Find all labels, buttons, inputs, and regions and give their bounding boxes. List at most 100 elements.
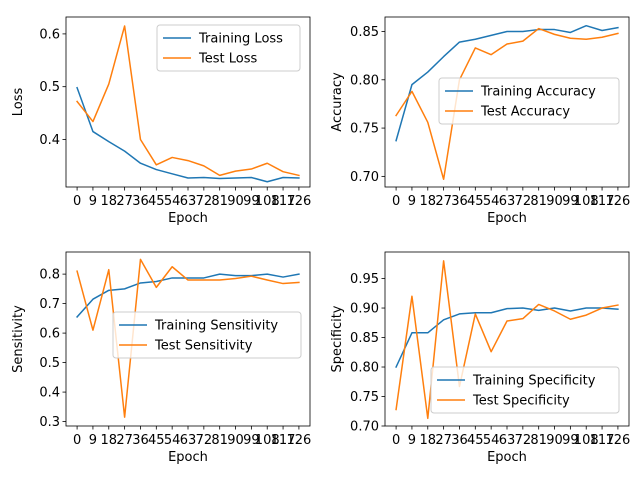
y-tick-label: 0.4 [39,386,60,401]
x-tick-label: 99 [243,433,260,448]
x-tick-label: 126 [286,433,311,448]
y-tick-label: 0.6 [39,27,60,42]
x-tick-label: 27 [435,194,452,209]
series-line-training [395,24,619,142]
y-tick-label: 0.90 [350,302,379,317]
x-tick-label: 9 [89,433,97,448]
y-axis-label: Sensitivity [11,305,26,373]
x-tick-label: 63 [499,433,516,448]
x-tick-label: 108 [255,194,280,209]
x-tick-label: 117 [271,433,296,448]
x-tick-label: 27 [116,433,133,448]
x-tick-label: 0 [392,433,400,448]
x-tick-label: 36 [451,194,468,209]
series-line-training [395,307,619,369]
y-tick-label: 0.80 [350,361,379,376]
x-axis-label: Epoch [168,211,208,226]
x-axis-label: Epoch [168,450,208,465]
series-line-test [395,27,619,181]
legend-label: Test Sensitivity [154,339,253,354]
y-tick-label: 0.8 [39,268,60,283]
x-tick-label: 117 [590,433,615,448]
x-axis-label: Epoch [487,450,527,465]
x-tick-label: 99 [243,194,260,209]
x-tick-label: 117 [590,194,615,209]
x-tick-label: 0 [73,194,81,209]
y-tick-label: 0.3 [39,415,60,430]
x-tick-label: 45 [467,433,484,448]
x-tick-label: 81 [530,433,547,448]
y-tick-label: 0.7 [39,297,60,312]
x-tick-label: 90 [546,194,563,209]
y-tick-label: 0.75 [350,122,379,137]
x-tick-label: 36 [132,433,149,448]
y-tick-label: 0.95 [350,272,379,287]
y-tick-label: 0.80 [350,73,379,88]
legend-box [156,24,301,72]
legend-box [112,311,302,359]
x-tick-label: 54 [483,433,500,448]
series-line-test [76,25,300,177]
y-tick-label: 0.70 [350,170,379,185]
x-tick-label: 9 [408,433,416,448]
x-tick-label: 54 [483,194,500,209]
x-tick-label: 9 [89,194,97,209]
series-line-training [76,86,300,183]
x-tick-label: 36 [451,433,468,448]
legend: Training Accuracy Test Accuracy [438,77,620,125]
x-tick-label: 63 [180,433,197,448]
y-tick-label: 0.85 [350,25,379,40]
legend-box [430,366,620,414]
y-tick-label: 0.85 [350,331,379,346]
x-tick-label: 45 [467,194,484,209]
y-tick-label: 0.75 [350,390,379,405]
y-tick-label: 0.70 [350,420,379,435]
x-tick-label: 108 [574,433,599,448]
legend: Training Specificity Test Specificity [430,366,620,414]
legend-label: Training Specificity [472,374,596,389]
series-line-training [76,273,300,318]
x-axis-label: Epoch [487,211,527,226]
x-tick-label: 108 [574,194,599,209]
y-tick-label: 0.4 [39,133,60,148]
x-tick-label: 72 [196,433,213,448]
x-tick-label: 126 [605,194,630,209]
x-tick-label: 0 [392,194,400,209]
x-tick-label: 126 [605,433,630,448]
x-tick-label: 108 [255,433,280,448]
x-tick-label: 54 [164,194,181,209]
x-tick-label: 90 [546,433,563,448]
y-tick-label: 0.5 [39,356,60,371]
legend-label: Test Specificity [472,394,570,409]
x-tick-label: 0 [73,433,81,448]
x-tick-label: 27 [435,433,452,448]
x-tick-label: 18 [101,433,118,448]
x-tick-label: 18 [420,194,437,209]
legend: Training Sensitivity Test Sensitivity [112,311,302,359]
x-tick-label: 99 [562,433,579,448]
x-tick-label: 81 [530,194,547,209]
x-tick-label: 45 [148,433,165,448]
x-tick-label: 18 [101,194,118,209]
legend-label: Test Loss [198,52,257,67]
x-tick-label: 45 [148,194,165,209]
x-tick-label: 81 [211,433,228,448]
y-axis-label: Specificity [330,305,345,372]
x-tick-label: 18 [420,433,437,448]
y-axis-label: Loss [11,88,26,117]
legend: Training Loss Test Loss [156,24,301,72]
x-tick-label: 63 [499,194,516,209]
x-tick-label: 90 [227,194,244,209]
x-tick-label: 63 [180,194,197,209]
x-tick-label: 72 [515,433,532,448]
legend-box [438,77,620,125]
legend-label: Training Loss [198,32,283,47]
legend-label: Test Accuracy [480,105,570,120]
y-tick-label: 0.6 [39,327,60,342]
x-tick-label: 9 [408,194,416,209]
x-tick-label: 117 [271,194,296,209]
x-tick-label: 27 [116,194,133,209]
series-line-test [395,260,619,420]
